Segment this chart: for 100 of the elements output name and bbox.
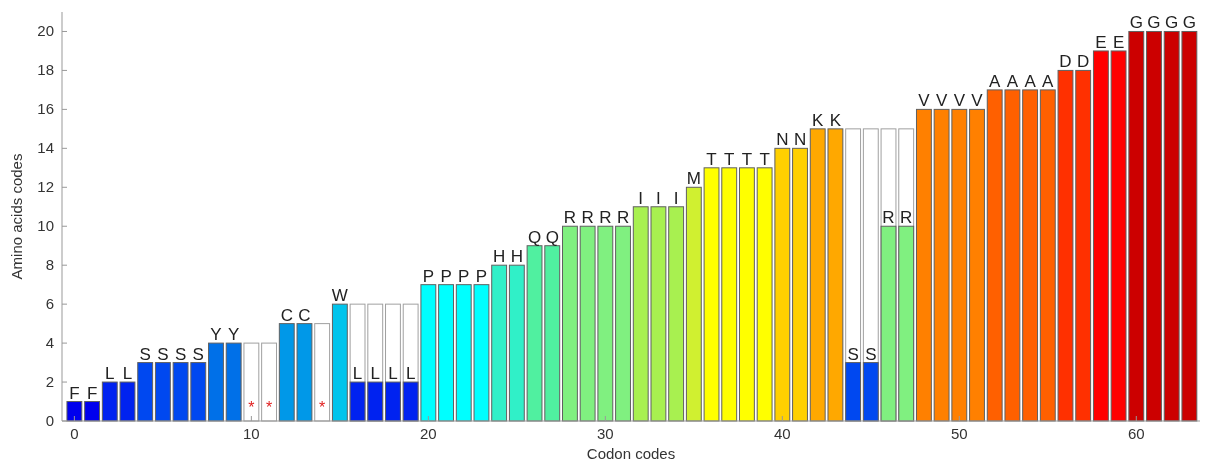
data-label: D <box>1077 52 1090 72</box>
data-label: E <box>1095 32 1107 52</box>
data-label: S <box>139 344 151 364</box>
data-label: P <box>440 266 452 286</box>
bar <box>915 108 932 422</box>
data-label: T <box>759 149 770 169</box>
data-label: T <box>706 149 717 169</box>
y-tick-label: 4 <box>45 334 54 352</box>
data-label: G <box>1182 13 1196 33</box>
data-label: V <box>953 91 966 111</box>
data-label: D <box>1059 52 1072 72</box>
data-label: K <box>829 110 842 130</box>
bar <box>438 284 454 422</box>
data-label: A <box>1042 71 1055 91</box>
y-tick-label: 12 <box>37 178 54 196</box>
x-tick-label: 0 <box>70 425 79 442</box>
y-tick-label: 16 <box>37 100 54 118</box>
y-tick-label: 6 <box>45 295 54 313</box>
data-label: E <box>1112 32 1125 52</box>
data-label: Q <box>527 227 542 247</box>
data-label: R <box>882 208 895 228</box>
data-label: C <box>280 305 293 325</box>
data-label: S <box>865 344 877 364</box>
data-label: S <box>847 344 859 364</box>
data-label: A <box>1024 71 1037 91</box>
bar <box>615 225 631 422</box>
y-tick-label: 18 <box>37 61 54 79</box>
data-label: V <box>935 91 948 111</box>
data-label: L <box>122 364 133 384</box>
data-label: M <box>686 169 701 189</box>
bar <box>1092 50 1109 422</box>
x-axis-title: Codon codes <box>586 445 676 462</box>
data-label: G <box>1165 13 1179 33</box>
bar <box>792 147 808 422</box>
data-label: R <box>581 208 594 228</box>
data-label: P <box>458 266 470 286</box>
data-label: I <box>656 188 661 208</box>
bar <box>1146 30 1162 422</box>
data-label: A <box>1006 71 1019 91</box>
data-label: S <box>174 344 187 364</box>
data-label: F <box>69 383 80 403</box>
data-label: Y <box>228 325 240 345</box>
data-label: L <box>370 364 380 384</box>
data-label: T <box>724 149 735 169</box>
data-label: L <box>405 364 416 384</box>
data-label: H <box>510 247 523 267</box>
data-label: H <box>493 247 506 267</box>
data-label: K <box>812 110 825 130</box>
bar <box>969 108 985 422</box>
bar <box>385 381 401 422</box>
x-tick-label: 60 <box>1127 425 1145 442</box>
y-tick-label: 20 <box>37 22 54 40</box>
bar <box>66 401 83 422</box>
data-label: S <box>192 344 204 364</box>
data-label: G <box>1147 13 1161 33</box>
data-label: A <box>989 71 1002 91</box>
annotation: * <box>319 399 326 416</box>
bar <box>562 225 578 422</box>
data-label: F <box>86 383 98 403</box>
bar <box>1022 89 1039 422</box>
data-label: P <box>422 266 435 286</box>
annotation: * <box>248 399 255 416</box>
bar <box>845 362 862 422</box>
data-label: V <box>918 91 931 111</box>
bar <box>208 342 224 422</box>
data-label: N <box>776 130 789 150</box>
y-axis-title: Amino acids codes <box>8 153 25 280</box>
x-tick-label: 30 <box>596 425 614 442</box>
data-label: L <box>352 364 363 384</box>
x-tick-label: 10 <box>243 425 260 442</box>
y-tick-label: 8 <box>45 256 54 274</box>
data-label: S <box>157 344 169 364</box>
y-tick-label: 2 <box>45 373 54 391</box>
bar <box>225 342 242 422</box>
y-tick-label: 14 <box>37 139 54 157</box>
annotation: * <box>265 399 273 416</box>
data-label: R <box>900 208 913 228</box>
data-label: G <box>1129 13 1143 33</box>
data-label: R <box>599 208 612 228</box>
bar <box>738 167 755 422</box>
data-label: C <box>298 305 311 325</box>
data-label: Q <box>545 227 559 247</box>
y-tick-label: 0 <box>45 412 54 429</box>
data-label: V <box>971 91 984 111</box>
x-tick-label: 50 <box>950 425 968 442</box>
data-label: T <box>741 149 753 169</box>
data-label: L <box>105 364 115 384</box>
y-tick-label: 10 <box>37 217 54 235</box>
data-label: L <box>388 364 398 384</box>
data-label: R <box>563 208 577 228</box>
bar <box>84 401 101 422</box>
x-tick-label: 40 <box>773 425 791 442</box>
data-label: R <box>616 208 630 228</box>
data-label: Y <box>210 325 222 345</box>
data-label: I <box>673 188 679 208</box>
data-label: W <box>331 286 348 306</box>
x-tick-label: 20 <box>420 425 437 442</box>
data-label: P <box>475 266 488 286</box>
data-label: N <box>793 130 807 150</box>
data-label: I <box>638 188 644 208</box>
